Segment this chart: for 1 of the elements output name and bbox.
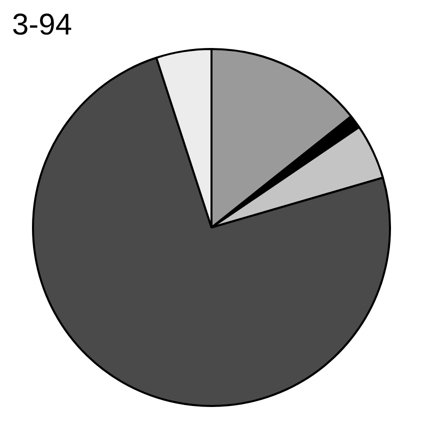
chart-title: 3-94 [12,8,72,42]
